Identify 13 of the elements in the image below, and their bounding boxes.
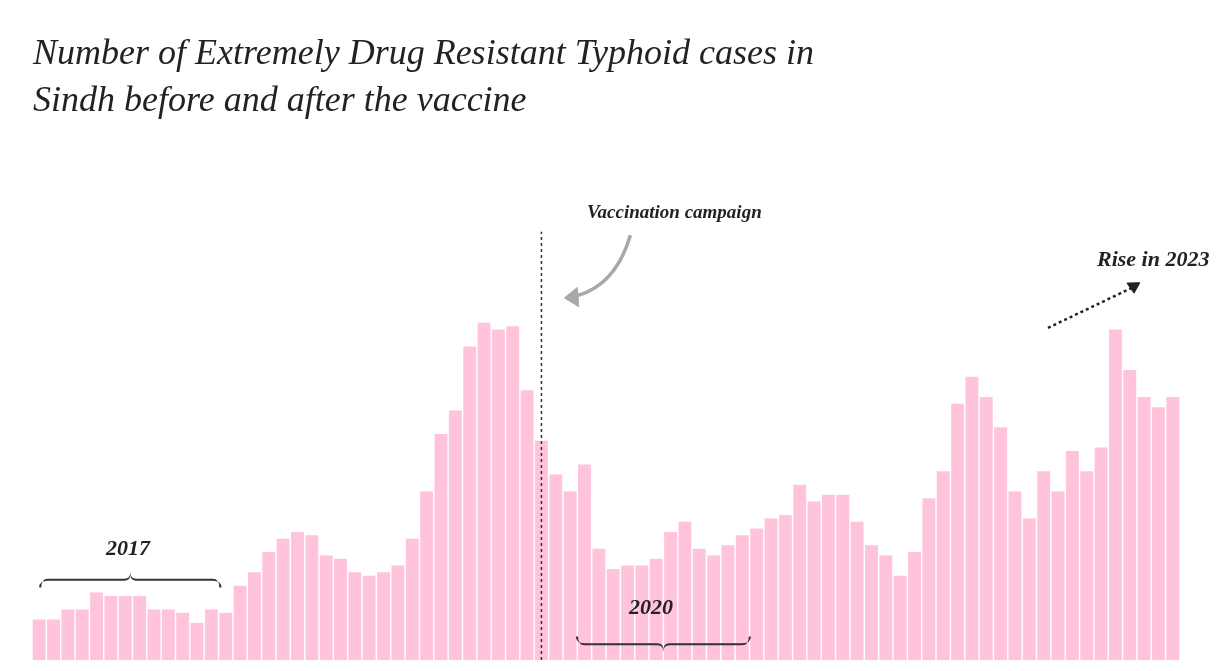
bar: [190, 622, 204, 660]
bar: [764, 518, 778, 660]
annotation: 2017: [105, 535, 151, 560]
bar: [434, 434, 448, 660]
chart-title: Number of Extremely Drug Resistant Typhoid cases in Sindh before and after the vaccine: [32, 31, 814, 119]
text: Rise in 2023: [1096, 246, 1210, 271]
annotation: 2020: [628, 594, 673, 619]
bar: [1008, 491, 1022, 660]
bar: [147, 609, 161, 660]
text: Vaccination campaign: [587, 201, 762, 222]
bar: [1051, 491, 1065, 660]
bar: [721, 545, 735, 660]
bar: [477, 322, 491, 660]
